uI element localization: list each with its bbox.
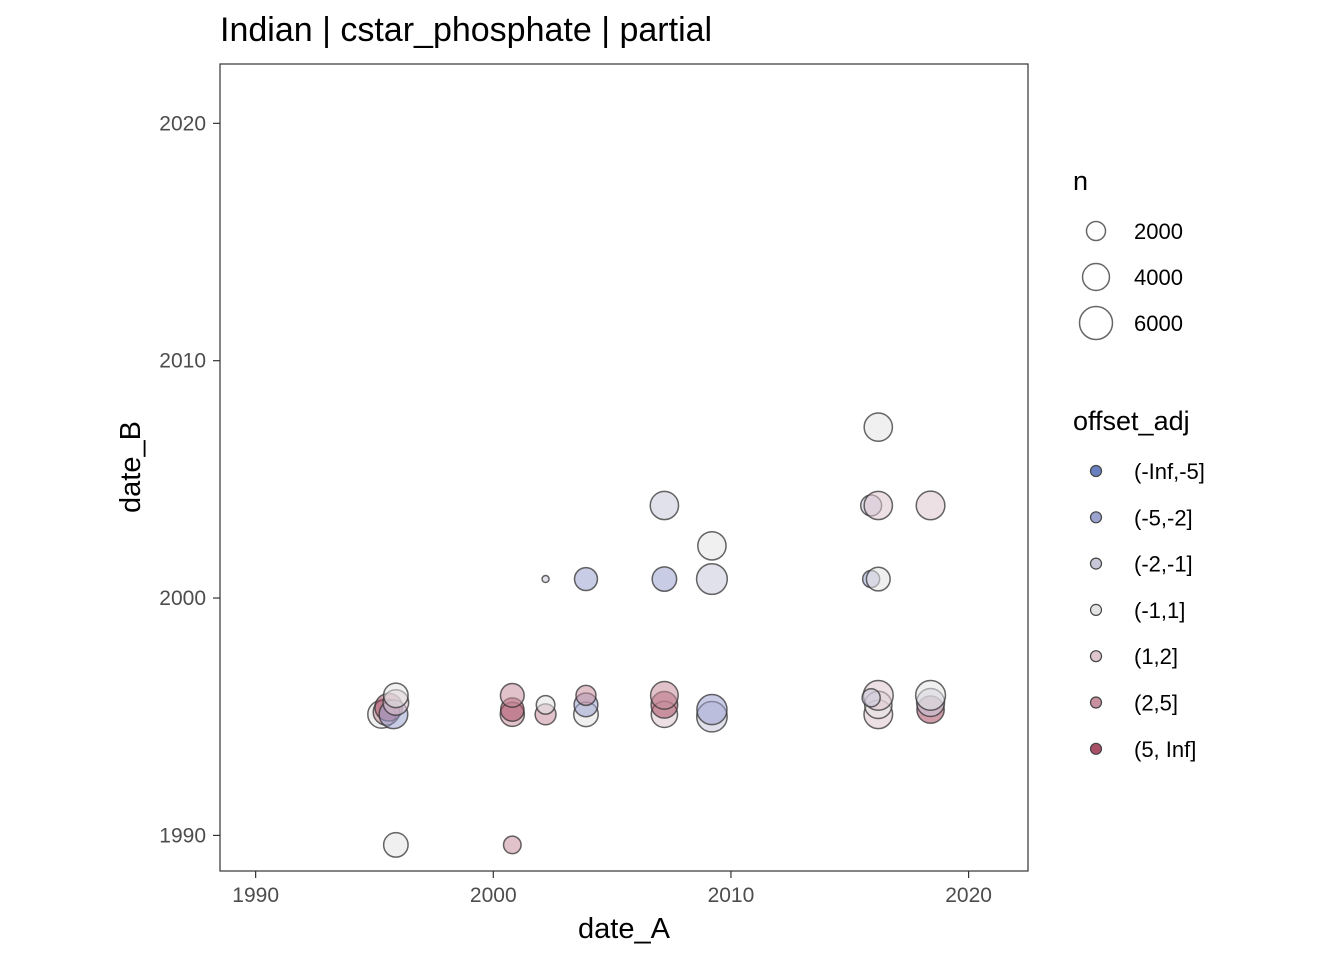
data-point	[535, 694, 556, 715]
color-legend-label: (-2,-1]	[1134, 552, 1193, 577]
size-legend-label: 6000	[1134, 311, 1183, 336]
color-legend-key	[1089, 464, 1103, 478]
data-point	[865, 566, 891, 592]
chart-title: Indian | cstar_phosphate | partial	[220, 11, 712, 49]
color-legend-key	[1089, 696, 1103, 709]
data-point	[499, 682, 525, 708]
data-point	[651, 566, 678, 593]
y-axis-title: date_B	[115, 421, 147, 513]
size-legend-title: n	[1073, 166, 1088, 196]
data-point	[697, 530, 727, 561]
color-legend-label: (-5,-2]	[1134, 505, 1193, 530]
size-legend-key	[1085, 220, 1107, 242]
x-tick-label: 2000	[470, 884, 517, 907]
color-legend-label: (1,2]	[1134, 644, 1178, 669]
data-points	[367, 412, 947, 858]
x-tick-label: 2010	[708, 884, 755, 907]
y-tick-label: 2000	[159, 587, 206, 610]
data-point	[914, 679, 947, 712]
color-legend: (-Inf,-5] (-5,-2] (-2,-1] (-1,1] (1,2] (2,5] (…	[1089, 459, 1205, 762]
x-axis: 1990 2000 2010 2020	[232, 871, 992, 907]
data-point	[915, 490, 946, 521]
data-point	[541, 574, 550, 584]
size-legend-key	[1078, 305, 1114, 341]
data-point	[573, 566, 599, 592]
color-legend-key	[1089, 603, 1103, 617]
data-point	[382, 831, 409, 858]
color-legend-label: (-Inf,-5]	[1134, 459, 1205, 484]
size-legend-label: 2000	[1134, 219, 1183, 244]
data-point	[863, 490, 894, 521]
data-point	[575, 684, 597, 707]
x-axis-title: date_A	[578, 913, 671, 945]
color-legend-title: offset_adj	[1073, 406, 1190, 436]
x-tick-label: 2020	[945, 884, 992, 907]
data-point	[382, 682, 409, 709]
data-point	[696, 693, 728, 726]
color-legend-key	[1089, 650, 1103, 663]
data-point	[649, 680, 679, 710]
size-legend-label: 4000	[1134, 265, 1183, 290]
data-point	[863, 412, 894, 443]
y-axis: 1990 2000 2010 2020	[159, 112, 220, 847]
size-legend-key	[1081, 262, 1111, 292]
color-legend-label: (5, Inf]	[1134, 737, 1196, 762]
x-tick-label: 1990	[232, 884, 279, 907]
data-point	[502, 835, 522, 855]
color-legend-key	[1089, 511, 1103, 524]
size-legend: 2000 4000 6000	[1078, 219, 1183, 341]
y-tick-label: 1990	[159, 824, 206, 847]
plot-panel	[219, 63, 1029, 872]
data-point	[695, 562, 729, 596]
color-legend-label: (-1,1]	[1134, 598, 1185, 623]
color-legend-key	[1089, 742, 1103, 755]
data-point	[861, 687, 881, 708]
color-legend-key	[1089, 557, 1103, 570]
data-point	[649, 490, 680, 521]
y-tick-label: 2020	[159, 112, 206, 135]
color-legend-label: (2,5]	[1134, 691, 1178, 716]
y-tick-label: 2010	[159, 350, 206, 373]
